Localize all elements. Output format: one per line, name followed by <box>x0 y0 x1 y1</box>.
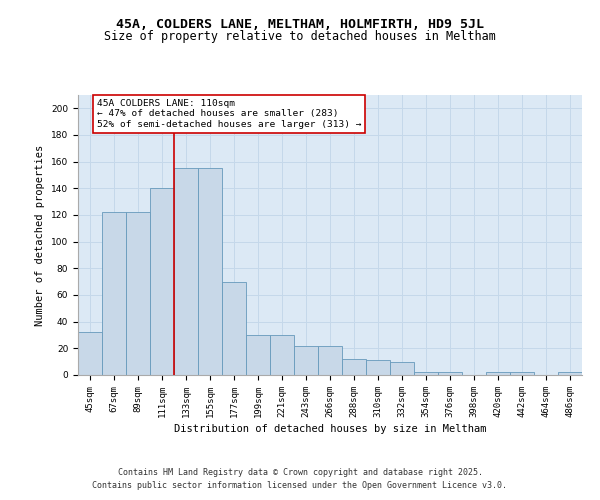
Bar <box>294 346 318 375</box>
Text: 45A, COLDERS LANE, MELTHAM, HOLMFIRTH, HD9 5JL: 45A, COLDERS LANE, MELTHAM, HOLMFIRTH, H… <box>116 18 484 30</box>
Bar <box>510 372 534 375</box>
Text: Contains HM Land Registry data © Crown copyright and database right 2025.: Contains HM Land Registry data © Crown c… <box>118 468 482 477</box>
Bar <box>366 360 390 375</box>
Text: Contains public sector information licensed under the Open Government Licence v3: Contains public sector information licen… <box>92 480 508 490</box>
Bar <box>102 212 126 375</box>
Bar <box>486 372 510 375</box>
Text: 45A COLDERS LANE: 110sqm
← 47% of detached houses are smaller (283)
52% of semi-: 45A COLDERS LANE: 110sqm ← 47% of detach… <box>97 99 362 129</box>
Bar <box>246 335 270 375</box>
Bar <box>222 282 246 375</box>
Bar <box>342 359 366 375</box>
Bar <box>270 335 294 375</box>
Bar <box>150 188 174 375</box>
Y-axis label: Number of detached properties: Number of detached properties <box>35 144 46 326</box>
Bar <box>558 372 582 375</box>
Bar <box>390 362 414 375</box>
X-axis label: Distribution of detached houses by size in Meltham: Distribution of detached houses by size … <box>174 424 486 434</box>
Bar <box>438 372 462 375</box>
Bar <box>78 332 102 375</box>
Bar <box>198 168 222 375</box>
Bar <box>414 372 438 375</box>
Bar <box>126 212 150 375</box>
Bar <box>174 168 198 375</box>
Bar <box>318 346 342 375</box>
Text: Size of property relative to detached houses in Meltham: Size of property relative to detached ho… <box>104 30 496 43</box>
